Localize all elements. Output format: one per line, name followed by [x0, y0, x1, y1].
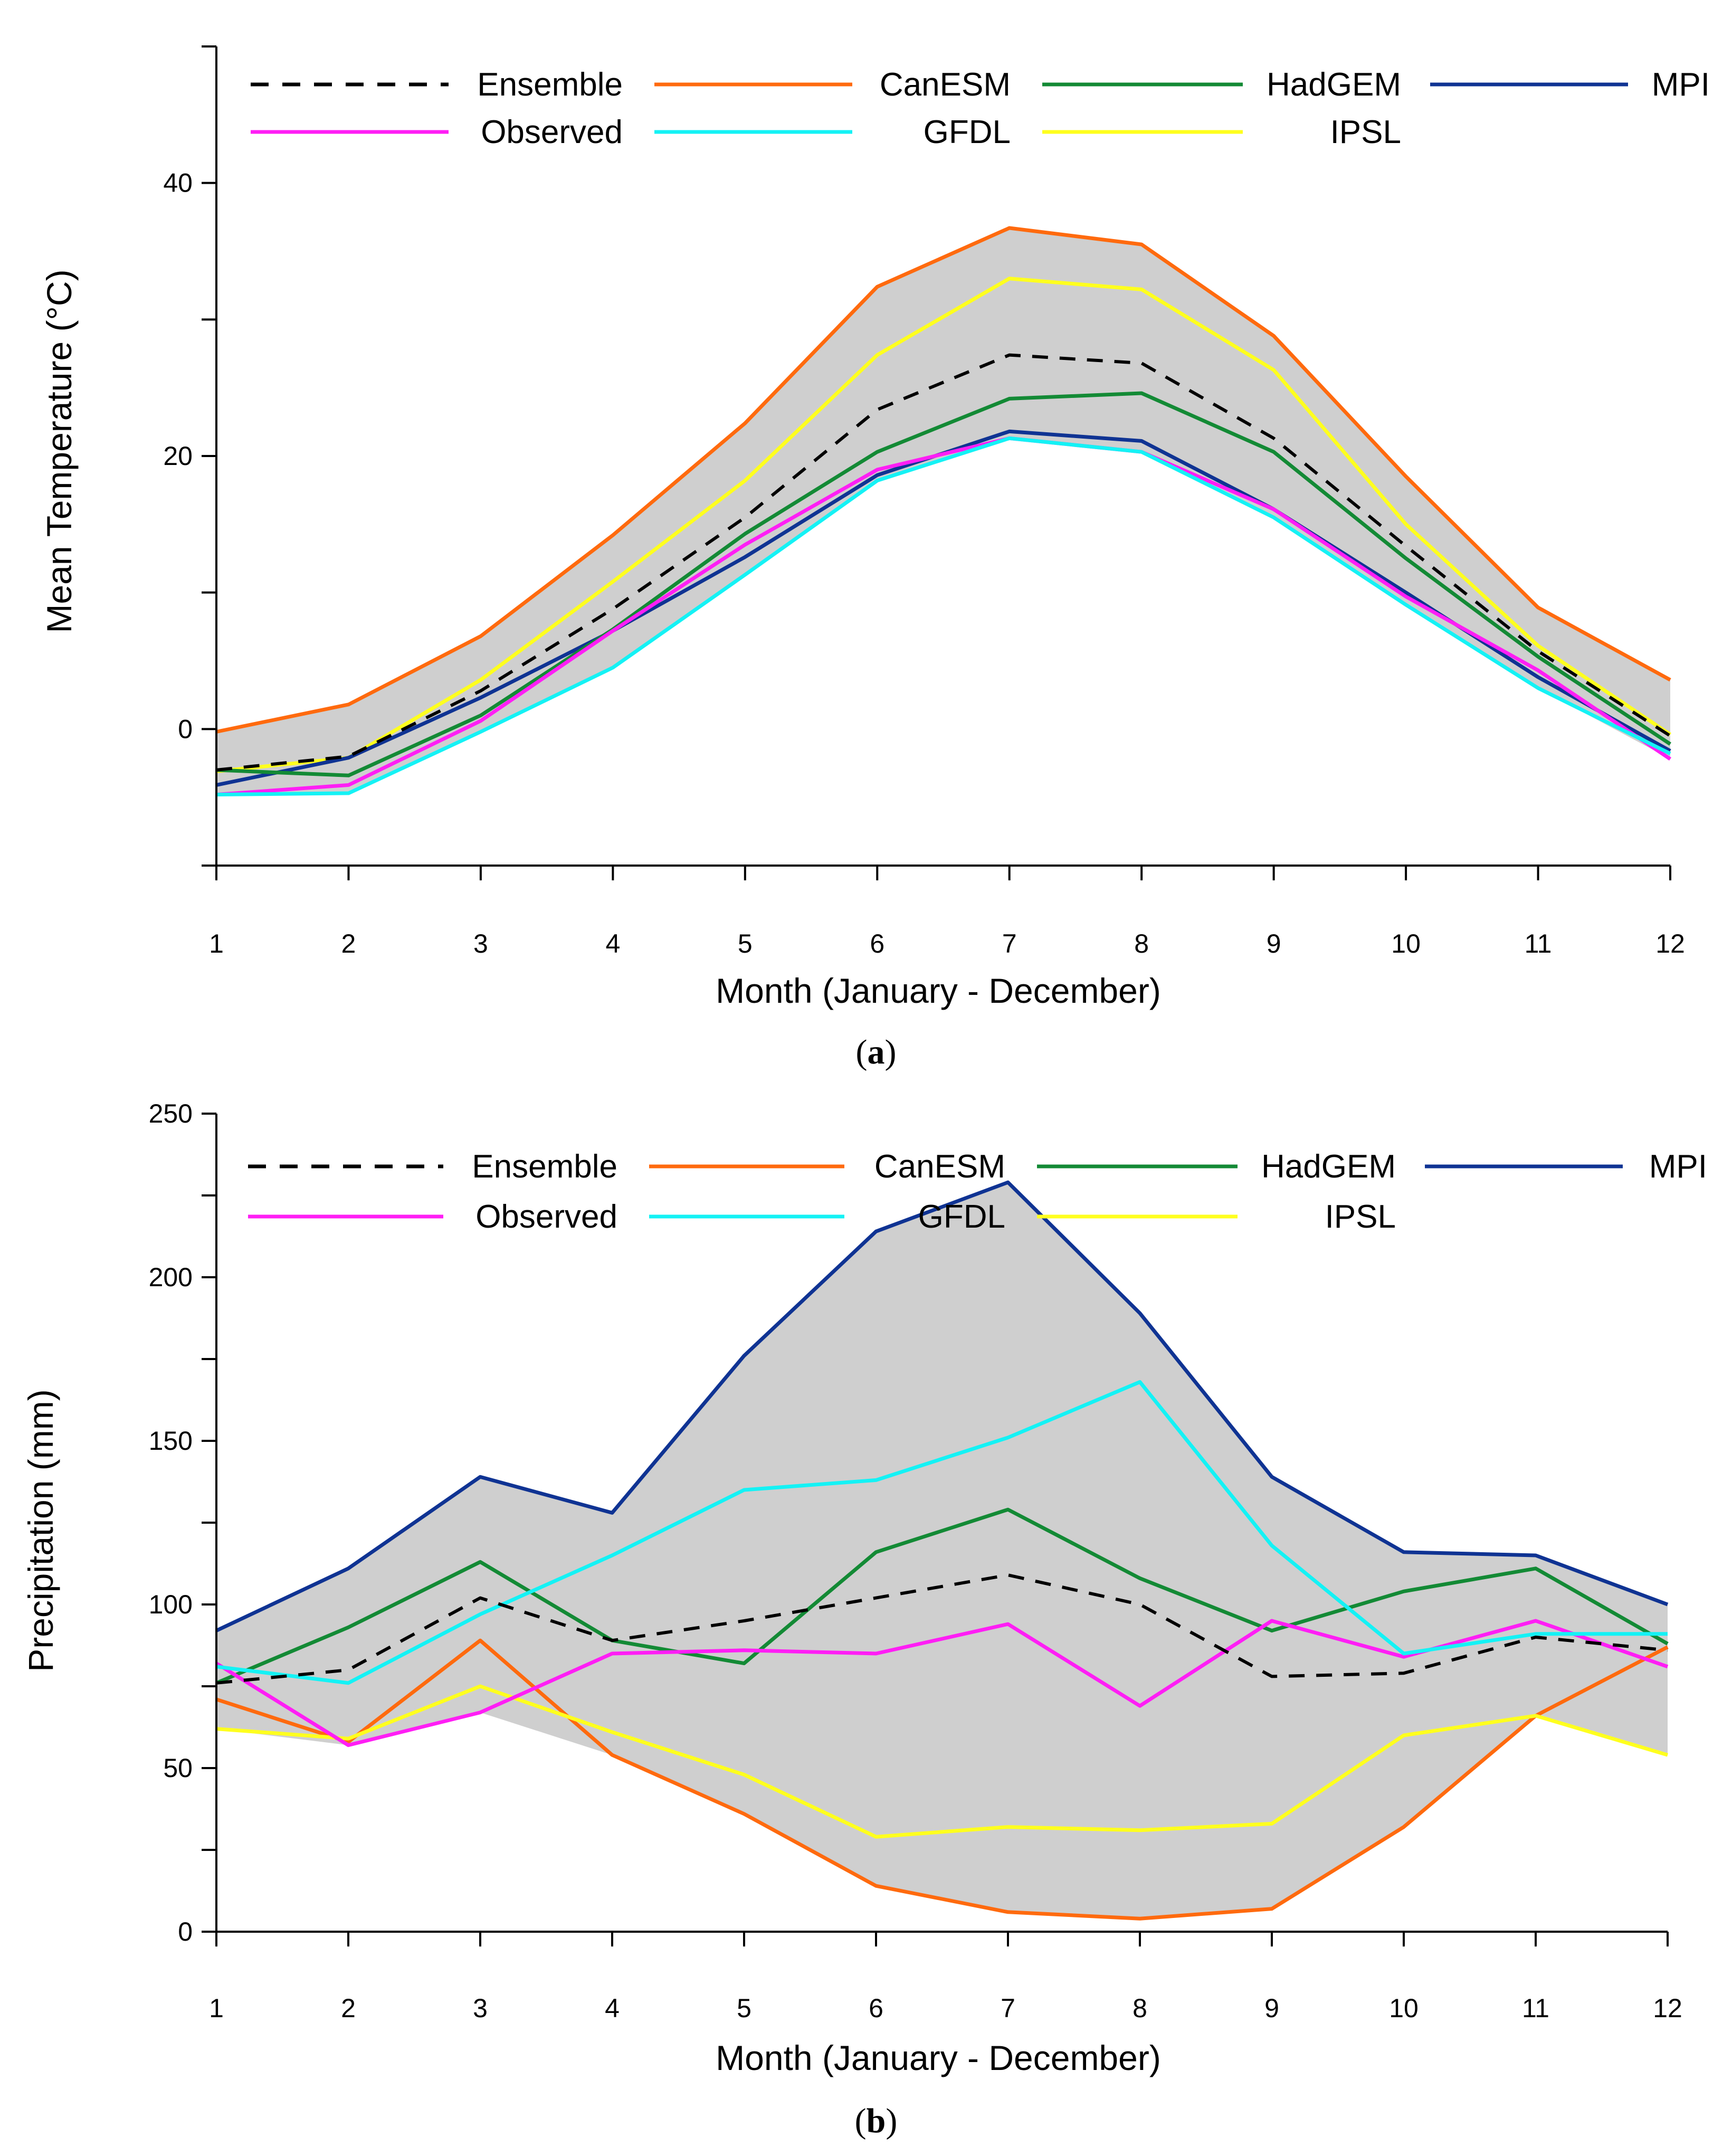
panel-b-band-layer: [216, 1182, 1668, 1919]
panel-b-series-hadgem: [215, 1507, 1669, 1685]
panel-a-x-tick-label: 11: [1525, 929, 1552, 958]
panel-b-y-tick-label: 200: [149, 1262, 193, 1292]
panel-b-x-tick-label: 7: [1001, 1993, 1015, 2023]
panel-b-caption: (b): [855, 2102, 898, 2140]
panel-a-x-tick-label: 5: [738, 929, 753, 958]
panel-b-legend-label-gfdl: GFDL: [918, 1199, 1005, 1235]
panel-a-ticks: [202, 45, 1671, 880]
panel-a-series-gfdl: [216, 436, 1671, 796]
panel-a-series-observed: [216, 436, 1671, 796]
panel-b-series-mpi: [215, 1180, 1669, 1632]
panel-a-y-tick-label: 40: [163, 168, 193, 198]
panel-b-x-tick-label: 6: [869, 1993, 883, 2023]
panel-a-x-tick-label: 2: [341, 929, 356, 958]
panel-a-x-tick-label: 1: [209, 929, 224, 958]
panel-a-band-layer: [216, 228, 1670, 795]
panel-b-series-canesm: [215, 1638, 1669, 1921]
panel-b-y-tick-label: 100: [149, 1590, 193, 1619]
panel-a-legend-label-gfdl: GFDL: [924, 114, 1011, 150]
panel-b-x-tick-label: 12: [1653, 1993, 1682, 2023]
panel-b-legend-label-canesm: CanESM: [874, 1148, 1005, 1185]
panel-b-legend-label-mpi: MPI: [1649, 1148, 1707, 1185]
panel-b-x-tick-label: 5: [737, 1993, 751, 2023]
panel-a-series-ensemble: [216, 353, 1671, 772]
panel-a-legend-label-ensemble: Ensemble: [477, 67, 623, 103]
panel-a-x-tick-label: 3: [473, 929, 488, 958]
panel-b-series-ipsl: [216, 1684, 1668, 1839]
panel-b-x-tick-label: 1: [209, 1993, 224, 2023]
panel-a-legend-label-canesm: CanESM: [880, 67, 1011, 103]
panel-a-legend-label-mpi: MPI: [1652, 67, 1710, 103]
panel-a-x-axis-title: Month (January - December): [716, 971, 1161, 1010]
panel-b-x-tick-label: 8: [1133, 1993, 1147, 2023]
panel-a-y-axis-title: Mean Temperature (°C): [40, 269, 79, 633]
panel-b-y-tick-label: 50: [163, 1753, 193, 1783]
panel-a-x-tick-label: 9: [1267, 929, 1281, 958]
panel-a-caption: (a): [856, 1033, 897, 1071]
panel-b-y-tick-label: 0: [178, 1917, 193, 1946]
panel-a-legend-label-ipsl: IPSL: [1330, 114, 1401, 150]
panel-b-x-tick-label: 10: [1389, 1993, 1419, 2023]
panel-a-x-tick-label: 6: [870, 929, 884, 958]
panel-a-series-hadgem: [216, 391, 1671, 777]
panel-a-caption-letter: a: [868, 1033, 885, 1071]
panel-b-legend-label-ensemble: Ensemble: [472, 1148, 617, 1185]
panel-a-series-ipsl: [216, 277, 1671, 773]
panel-b-y-axis-title: Precipitation (mm): [21, 1389, 60, 1671]
panel-b-series-layer: [215, 1180, 1669, 1921]
panel-a-legend-label-hadgem: HadGEM: [1267, 67, 1401, 103]
panel-b-y-tick-label: 150: [149, 1426, 193, 1456]
panel-b-series-gfdl: [216, 1380, 1668, 1685]
panel-a-series-layer: [216, 226, 1671, 796]
panel-a-legend-label-observed: Observed: [481, 114, 623, 150]
panel-b-x-tick-label: 4: [605, 1993, 620, 2023]
panel-a-range-band: [216, 228, 1670, 795]
panel-b-legend-label-hadgem: HadGEM: [1261, 1148, 1396, 1185]
panel-a-y-tick-label: 0: [178, 714, 193, 744]
panel-b-x-tick-label: 9: [1264, 1993, 1279, 2023]
panel-a-x-tick-label: 8: [1134, 929, 1149, 958]
panel-a-series-canesm: [216, 226, 1671, 734]
panel-b-range-band: [216, 1182, 1668, 1919]
panel-b-y-tick-label: 250: [149, 1099, 193, 1128]
panel-b-legend-label-ipsl: IPSL: [1325, 1199, 1396, 1235]
panel-a-x-tick-label: 10: [1391, 929, 1421, 958]
panel-b-x-tick-label: 11: [1522, 1993, 1549, 2023]
panel-b-legend: Ensemble CanESM HadGEM MPI Observed GFDL IPSL: [248, 1148, 1707, 1235]
panel-a-x-tick-label: 12: [1655, 929, 1685, 958]
panel-a-x-tick-label: 4: [605, 929, 620, 958]
panel-a-x-tick-label: 7: [1002, 929, 1017, 958]
panel-b-legend-label-observed: Observed: [475, 1199, 617, 1235]
panel-b-series-ensemble: [216, 1573, 1668, 1685]
panel-b-ticks: [202, 1113, 1669, 1946]
panel-b-caption-letter: b: [867, 2102, 886, 2140]
panel-b-x-axis-title: Month (January - December): [716, 2038, 1161, 2077]
panel-b-x-tick-label: 3: [473, 1993, 488, 2023]
panel-a-legend: Ensemble CanESM HadGEM MPI Observed GFDL IPSL: [251, 67, 1710, 150]
panel-a-y-tick-label: 20: [163, 441, 193, 471]
panel-b-x-tick-label: 2: [341, 1993, 356, 2023]
